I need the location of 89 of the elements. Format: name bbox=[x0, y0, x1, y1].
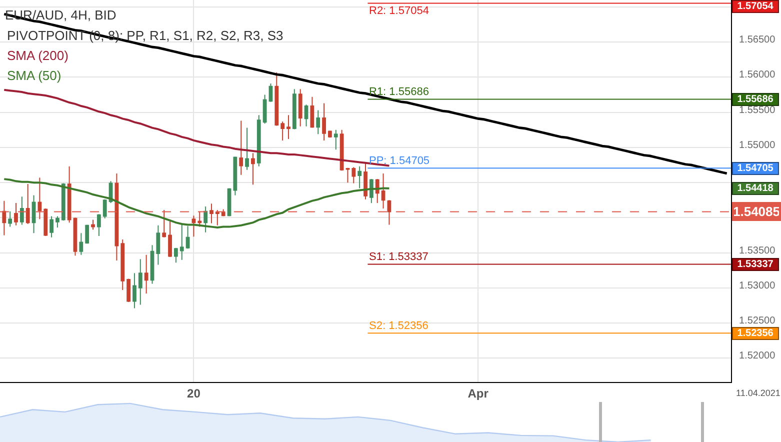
candlestick bbox=[280, 120, 285, 141]
candlestick bbox=[14, 202, 18, 226]
line-series bbox=[3, 178, 390, 229]
candlestick bbox=[132, 272, 136, 309]
candlestick bbox=[79, 232, 84, 256]
candlestick bbox=[239, 120, 244, 176]
candlestick bbox=[91, 219, 95, 230]
x-tick-label: Apr bbox=[468, 386, 489, 400]
candlestick bbox=[262, 94, 267, 124]
y-tick-label: 1.55500 bbox=[739, 104, 776, 116]
candlestick bbox=[180, 224, 184, 260]
text: 1.54418 bbox=[737, 183, 774, 194]
text: 1.53337 bbox=[737, 259, 774, 270]
y-tick-label: 1.52000 bbox=[739, 350, 776, 362]
candlestick bbox=[162, 209, 166, 238]
candlestick bbox=[292, 88, 296, 130]
candlestick bbox=[322, 102, 326, 141]
candlestick bbox=[340, 129, 344, 172]
text: 1.55686 bbox=[737, 94, 774, 105]
ref-line-label: S1: 1.53337 bbox=[369, 251, 428, 263]
candlestick bbox=[310, 96, 314, 128]
candlestick bbox=[251, 152, 255, 186]
candlestick bbox=[298, 88, 302, 127]
candlestick bbox=[96, 214, 101, 236]
candlestick bbox=[304, 104, 308, 127]
candlestick bbox=[245, 127, 249, 170]
ref-line-label: R2: 1.57054 bbox=[369, 5, 429, 17]
y-tick-label: 1.56500 bbox=[739, 34, 776, 46]
y-tick-label: 1.53000 bbox=[739, 280, 776, 292]
candlestick bbox=[316, 110, 320, 135]
candlestick bbox=[204, 206, 208, 233]
candlestick bbox=[233, 156, 238, 196]
candlestick bbox=[156, 224, 160, 266]
candlestick bbox=[346, 167, 350, 184]
ref-line-label: R1: 1.55686 bbox=[369, 86, 429, 98]
candlestick bbox=[102, 198, 107, 219]
candlestick bbox=[44, 208, 48, 236]
y-tick-label: 1.56000 bbox=[739, 70, 776, 81]
text: 11.04.2021 bbox=[736, 388, 780, 398]
candlestick bbox=[168, 219, 172, 258]
candlestick bbox=[61, 182, 66, 221]
candlestick bbox=[50, 216, 54, 238]
candlestick bbox=[73, 217, 78, 256]
candlestick bbox=[364, 162, 368, 200]
candlestick bbox=[56, 216, 60, 228]
candlestick bbox=[26, 183, 30, 224]
candlestick bbox=[192, 215, 196, 238]
candlestick bbox=[334, 129, 338, 150]
text: SMA (200) bbox=[7, 48, 68, 63]
y-tick-label: 1.55000 bbox=[739, 140, 776, 151]
line-series bbox=[3, 88, 390, 167]
candlestick bbox=[369, 178, 374, 204]
candlestick bbox=[20, 196, 24, 226]
candlestick bbox=[352, 166, 356, 184]
candlestick bbox=[221, 208, 226, 217]
candlestick bbox=[8, 210, 12, 228]
text: EUR/AUD, 4H, BID bbox=[5, 8, 116, 23]
text: 1.52356 bbox=[737, 328, 774, 339]
text: SMA (50) bbox=[7, 68, 62, 83]
candlestick bbox=[256, 114, 261, 167]
candlestick bbox=[67, 166, 72, 224]
candlestick bbox=[387, 200, 392, 226]
candlestick bbox=[274, 72, 279, 126]
candlestick bbox=[268, 83, 273, 102]
candlestick bbox=[144, 254, 148, 294]
candlestick bbox=[358, 166, 362, 189]
candlestick bbox=[138, 258, 142, 306]
candlestick bbox=[215, 209, 220, 226]
x-tick-label: 20 bbox=[187, 386, 201, 400]
candlestick bbox=[381, 172, 386, 210]
candlestick bbox=[174, 247, 178, 264]
candlestick bbox=[328, 130, 332, 138]
candlestick bbox=[286, 114, 290, 140]
candlestick bbox=[126, 278, 130, 302]
candlestick bbox=[198, 210, 202, 228]
candlestick bbox=[32, 194, 36, 234]
text: 1.57054 bbox=[737, 1, 774, 12]
candlestick bbox=[114, 172, 119, 262]
y-tick-label: 1.53500 bbox=[739, 245, 776, 256]
candlestick bbox=[38, 177, 42, 220]
ref-line-label: S2: 1.52356 bbox=[369, 320, 428, 332]
candlestick bbox=[120, 238, 125, 291]
candlestick bbox=[186, 226, 190, 250]
candlestick bbox=[85, 224, 90, 244]
y-tick-label: 1.52500 bbox=[739, 316, 776, 327]
text: 1.54705 bbox=[737, 163, 774, 174]
candlestick bbox=[150, 244, 154, 284]
candlestick bbox=[2, 200, 6, 236]
candlestick bbox=[210, 203, 214, 224]
